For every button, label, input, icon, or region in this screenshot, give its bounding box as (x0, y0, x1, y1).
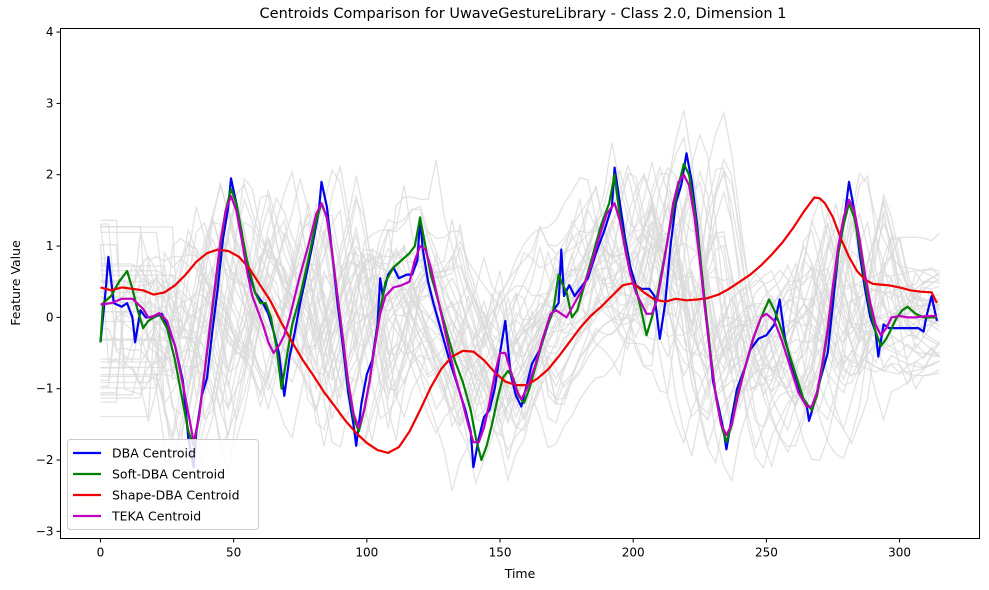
x-tick-label: 100 (355, 546, 378, 560)
background-series-line (99, 198, 940, 486)
x-tick-label: 50 (226, 546, 241, 560)
background-series-line (100, 233, 940, 420)
y-tick-label: 3 (46, 96, 54, 110)
background-series-line (100, 169, 940, 458)
y-axis-label: Feature Value (8, 240, 23, 326)
x-tick-label: 250 (755, 546, 778, 560)
x-axis: 0 50 100 150 200 250 300 (97, 538, 911, 560)
centroid-series-group (99, 152, 938, 469)
y-tick-label: 1 (46, 239, 54, 253)
x-tick-label: 300 (888, 546, 911, 560)
y-tick-label: −1 (36, 382, 54, 396)
x-tick-label: 150 (489, 546, 512, 560)
background-series-line (100, 163, 940, 442)
background-series-line (100, 195, 940, 483)
background-series-line (100, 227, 940, 446)
background-series-line (100, 110, 940, 407)
y-tick-label: −2 (36, 453, 54, 467)
background-series-line (100, 167, 940, 429)
background-series-line (100, 201, 940, 449)
background-series-line (100, 132, 940, 421)
y-tick-label: 4 (46, 25, 54, 39)
legend-label-soft-dba-centroid: Soft-DBA Centroid (112, 467, 225, 482)
chart-title: Centroids Comparison for UwaveGestureLib… (260, 6, 787, 22)
x-tick-label: 0 (97, 546, 105, 560)
legend: DBA Centroid Soft-DBA Centroid Shape-DBA C… (67, 439, 259, 530)
background-series-line (100, 169, 940, 418)
plot-area-frame (60, 28, 980, 539)
background-series-line (100, 172, 940, 410)
legend-label-teka-centroid: TEKA Centroid (111, 509, 201, 524)
background-series-group (99, 110, 941, 492)
y-tick-label: −3 (36, 524, 54, 538)
legend-label-dba-centroid: DBA Centroid (112, 446, 196, 461)
legend-label-shape-dba-centroid: Shape-DBA Centroid (112, 488, 240, 503)
y-tick-label: 0 (46, 310, 54, 324)
x-tick-label: 200 (622, 546, 645, 560)
legend-box (67, 439, 259, 530)
background-series-line (100, 219, 940, 469)
y-axis: −3 −2 −1 0 1 2 3 4 (36, 25, 61, 538)
y-tick-label: 2 (46, 168, 54, 182)
legend-entries: DBA Centroid Soft-DBA Centroid Shape-DBA C… (73, 446, 240, 524)
series-line-teka-centroid (100, 173, 937, 444)
x-axis-label: Time (504, 566, 536, 581)
